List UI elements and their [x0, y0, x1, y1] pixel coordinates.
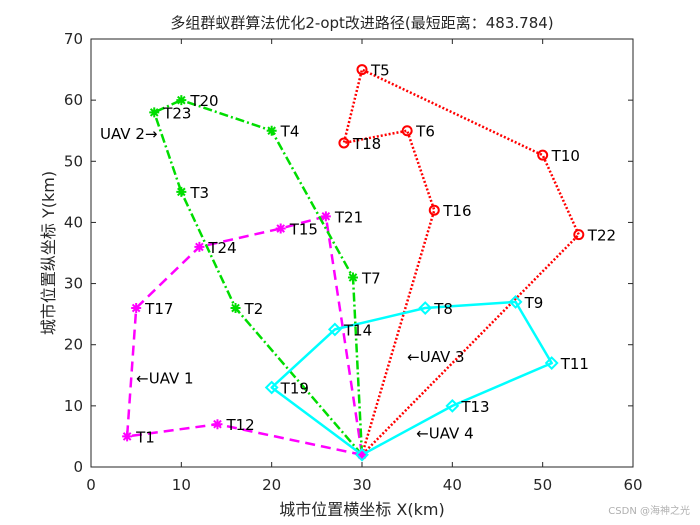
point-label: T3: [189, 184, 209, 202]
depot-marker: [357, 449, 367, 460]
route-4-marker: [445, 398, 460, 413]
plot-area: [91, 39, 633, 467]
route-4-marker: [264, 380, 279, 395]
route-4-marker: [418, 301, 433, 315]
point-label: T10: [551, 147, 580, 165]
uav-annotation: ←UAV 3: [407, 348, 464, 366]
route-2-marker: [176, 186, 187, 197]
x-tick-label: 30: [352, 476, 371, 494]
point-label: T24: [207, 239, 236, 257]
watermark: CSDN @海神之光: [608, 504, 690, 517]
route-2-marker: [347, 272, 358, 283]
route-1-marker: [194, 241, 205, 252]
y-tick-label: 40: [64, 213, 83, 231]
route-1-marker: [131, 303, 142, 314]
x-axis-title: 城市位置横坐标 X(km): [279, 500, 444, 519]
point-label: T5: [370, 62, 390, 80]
y-tick-label: 0: [73, 458, 83, 476]
x-tick-label: 40: [443, 476, 462, 494]
point-label: T6: [415, 123, 435, 141]
route-2-marker: [230, 303, 241, 314]
point-label: T19: [280, 380, 309, 398]
uav-annotation: ←UAV 1: [136, 369, 193, 387]
point-label: T20: [189, 92, 218, 110]
y-axis: 0 10 20 30 40 50 60 70: [64, 30, 633, 476]
x-tick-label: 20: [262, 476, 281, 494]
y-tick-label: 60: [64, 91, 83, 109]
route-1-marker: [212, 419, 223, 430]
route-3-marker: [428, 204, 440, 216]
route-3-marker: [537, 149, 549, 161]
point-label: T18: [352, 135, 381, 153]
route-line-3: [342, 68, 581, 456]
x-tick-label: 50: [533, 476, 552, 494]
point-label: T16: [442, 202, 471, 220]
route-line-1: [125, 215, 364, 457]
routes-layer: [125, 68, 581, 457]
route-2-marker: [266, 125, 277, 136]
point-label: T2: [244, 300, 264, 318]
point-label: T12: [225, 416, 254, 434]
point-label: T17: [144, 300, 173, 318]
route-line-2: [152, 98, 364, 456]
y-tick-label: 70: [64, 30, 83, 48]
y-tick-label: 30: [64, 275, 83, 293]
point-label: T13: [460, 398, 489, 416]
route-3-marker: [356, 64, 368, 76]
depot-marker-outline: [355, 447, 369, 462]
x-tick-label: 10: [172, 476, 191, 494]
route-2-marker: [149, 107, 160, 118]
y-tick-label: 10: [64, 397, 83, 415]
uav-annotation: ←UAV 4: [416, 424, 473, 442]
y-tick-label: 50: [64, 152, 83, 170]
point-label: T22: [587, 227, 616, 245]
point-label: T21: [334, 208, 363, 226]
uav-annotation: UAV 2→: [100, 125, 157, 143]
route-1-marker: [320, 211, 331, 222]
route-4-marker: [544, 356, 559, 370]
point-label: T15: [289, 221, 318, 239]
route-3-marker: [401, 125, 413, 137]
route-4-marker: [508, 294, 523, 309]
y-axis-title: 城市位置纵坐标 Y(km): [39, 171, 58, 335]
x-tick-label: 0: [86, 476, 96, 494]
point-label: T8: [433, 300, 453, 318]
route-1-marker: [122, 431, 133, 442]
annotations-layer: UAV 2→ ←UAV 1 ←UAV 3 ←UAV 4: [100, 125, 474, 443]
point-label: T14: [343, 321, 372, 339]
route-3-marker: [573, 229, 585, 241]
point-label: T4: [280, 123, 300, 141]
point-label: T1: [135, 428, 155, 446]
point-label: T11: [560, 355, 589, 373]
point-label: T7: [361, 269, 381, 287]
chart-title: 多组群蚁群算法优化2-opt改进路径(最短距离：483.784): [170, 14, 553, 32]
y-tick-label: 20: [64, 336, 83, 354]
point-label: T23: [162, 104, 191, 122]
route-4-marker: [327, 322, 342, 337]
x-tick-label: 60: [623, 476, 642, 494]
labels-layer: T1 T2 T3 T4 T5 T6 T7 T8 T9 T10 T11 T12 T13 T14 T15 T16 T…: [135, 62, 616, 447]
point-label: T9: [524, 294, 544, 312]
route-1-marker: [275, 223, 286, 234]
route-line-4: [270, 300, 553, 456]
route-3-marker: [338, 137, 350, 149]
markers-layer: [122, 64, 585, 462]
x-axis: 0 10 20 30 40 50 60: [86, 39, 643, 494]
route-2-marker: [176, 95, 187, 106]
